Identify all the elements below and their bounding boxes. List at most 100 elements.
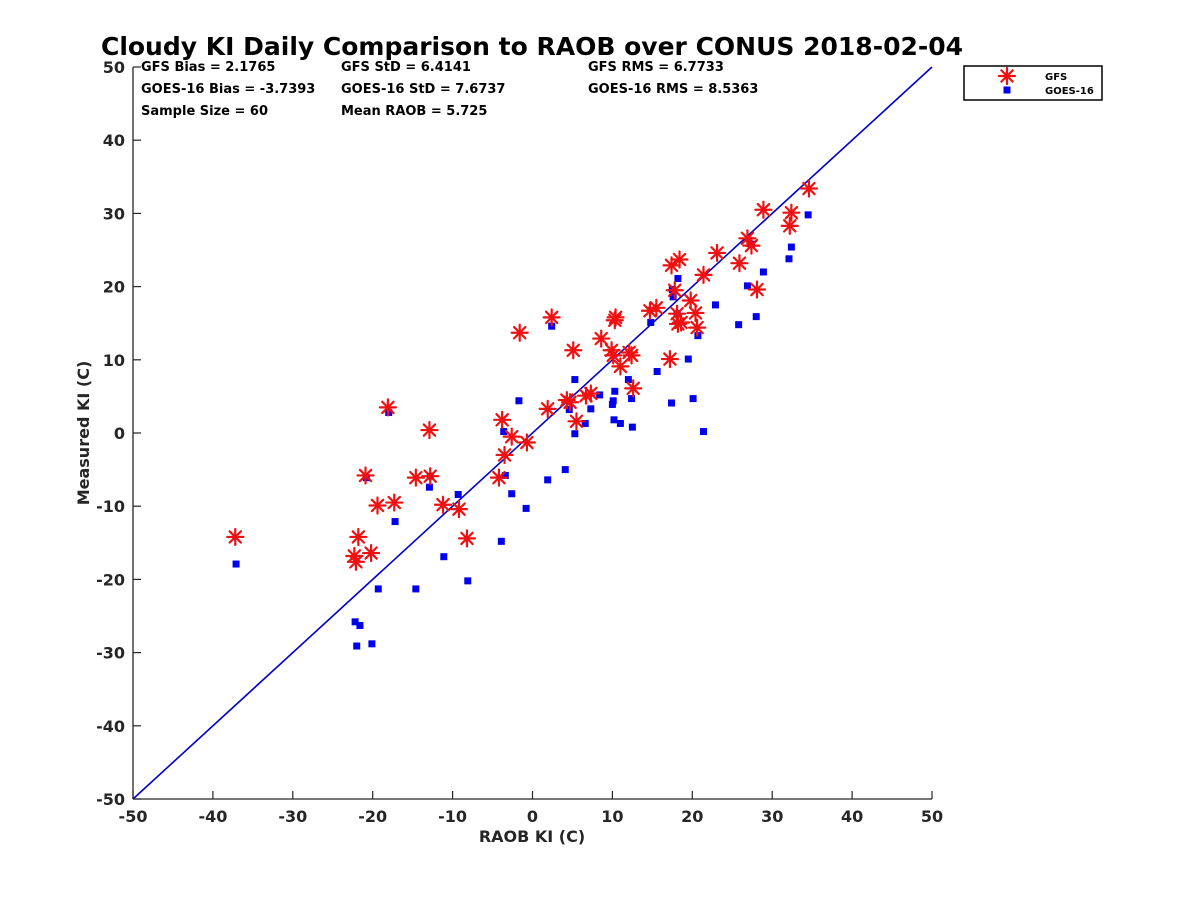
gfs-point: [604, 346, 623, 365]
x-tick-label: 20: [681, 807, 703, 826]
y-tick-label: 30: [103, 204, 125, 223]
gfs-point: [495, 445, 514, 465]
one-to-one-line: [132, 66, 933, 800]
gfs-point: [538, 399, 557, 418]
legend: GFS GOES-16: [963, 65, 1103, 101]
goes16-point: [464, 577, 472, 585]
x-tick-label: -30: [278, 807, 307, 826]
goes16-point: [561, 466, 569, 474]
y-tick-label: -40: [96, 717, 125, 736]
gfs-point: [730, 254, 749, 273]
gfs-point: [457, 529, 477, 548]
gfs-point: [782, 203, 801, 222]
goes16-point: [743, 282, 751, 290]
gfs-point: [694, 265, 713, 284]
goes16-point: [581, 419, 589, 427]
x-tick-label: 30: [761, 807, 783, 826]
legend-asterisk-icon: [997, 66, 1017, 86]
gfs-point: [747, 280, 767, 299]
goes16-point: [684, 355, 692, 363]
goes16-point: [785, 255, 793, 263]
gfs-rms: GFS RMS = 6.7733: [588, 60, 724, 75]
gfs-point: [362, 543, 381, 563]
gfs-point: [611, 357, 630, 376]
x-tick-label: 10: [601, 807, 623, 826]
gfs-point: [672, 313, 691, 332]
goes16-point: [759, 268, 767, 276]
x-tick-label: -40: [198, 807, 227, 826]
goes16-point: [609, 397, 617, 405]
goes16-point: [735, 321, 743, 329]
goes16-point: [571, 376, 579, 384]
goes16-point: [501, 471, 509, 479]
goes16-point: [351, 618, 359, 626]
gfs-std: GFS StD = 6.4141: [341, 60, 471, 75]
goes16-point: [787, 243, 795, 251]
goes16-point: [628, 423, 636, 431]
gfs-point: [349, 527, 368, 547]
mean-raob: Mean RAOB = 5.725: [341, 104, 487, 119]
gfs-point: [517, 433, 537, 452]
gfs-point: [780, 216, 799, 235]
y-tick-label: -10: [96, 497, 125, 516]
goes16-bias: GOES-16 Bias = -3.7393: [141, 82, 315, 97]
series-gfs: [226, 179, 819, 571]
goes16-point: [611, 387, 619, 395]
gfs-point: [502, 427, 521, 446]
x-tick-label: -20: [358, 807, 387, 826]
goes16-point: [368, 640, 376, 648]
goes16-point: [596, 391, 604, 399]
gfs-bias: GFS Bias = 2.1765: [141, 60, 275, 75]
gfs-point: [647, 298, 666, 317]
goes16-point: [571, 430, 579, 438]
plot-area: [132, 66, 933, 800]
gfs-point: [567, 412, 586, 431]
goes16-point: [610, 416, 618, 424]
goes16-point: [616, 419, 624, 427]
y-tick-label: -30: [96, 644, 125, 663]
goes16-point: [669, 293, 677, 301]
goes16-point: [804, 211, 812, 219]
y-tick-label: 10: [103, 351, 125, 370]
x-tick-label: 0: [527, 807, 538, 826]
goes16-rms: GOES-16 RMS = 8.5363: [588, 82, 758, 97]
gfs-point: [368, 496, 387, 515]
sample-size: Sample Size = 60: [141, 104, 268, 119]
x-tick-label: -10: [438, 807, 467, 826]
goes16-point: [668, 399, 676, 407]
goes16-point: [674, 275, 682, 283]
legend-marker-goes16: [1003, 86, 1011, 94]
gfs-point: [433, 495, 453, 514]
goes16-point: [587, 405, 595, 413]
gfs-point: [489, 468, 509, 487]
gfs-point: [707, 243, 727, 263]
gfs-point: [624, 379, 643, 398]
legend-marker-gfs: [997, 66, 1017, 86]
gfs-point: [581, 384, 600, 403]
gfs-point: [449, 500, 469, 519]
series-goes16: [232, 211, 812, 650]
y-axis-ticks: -50 -40 -30 -20 -10 0 10 20 30 40 50: [96, 58, 141, 809]
goes16-point: [391, 518, 399, 526]
gfs-point: [686, 303, 705, 323]
goes16-point: [497, 537, 505, 545]
gfs-point: [542, 308, 561, 327]
x-axis-label: RAOB KI (C): [479, 827, 585, 846]
gfs-point: [564, 341, 583, 360]
gfs-point: [510, 323, 529, 342]
goes16-point: [356, 622, 364, 630]
y-tick-label: 50: [103, 58, 125, 77]
gfs-point: [754, 200, 773, 219]
goes16-point: [374, 585, 382, 593]
gfs-point: [406, 468, 425, 487]
goes16-point: [647, 318, 655, 326]
goes16-point: [689, 395, 697, 403]
goes16-point: [353, 642, 361, 650]
goes16-point: [440, 553, 448, 561]
x-tick-label: -50: [119, 807, 148, 826]
goes16-point: [522, 504, 530, 512]
goes16-point: [454, 490, 462, 498]
x-tick-label: 40: [841, 807, 863, 826]
goes16-point: [752, 313, 760, 321]
